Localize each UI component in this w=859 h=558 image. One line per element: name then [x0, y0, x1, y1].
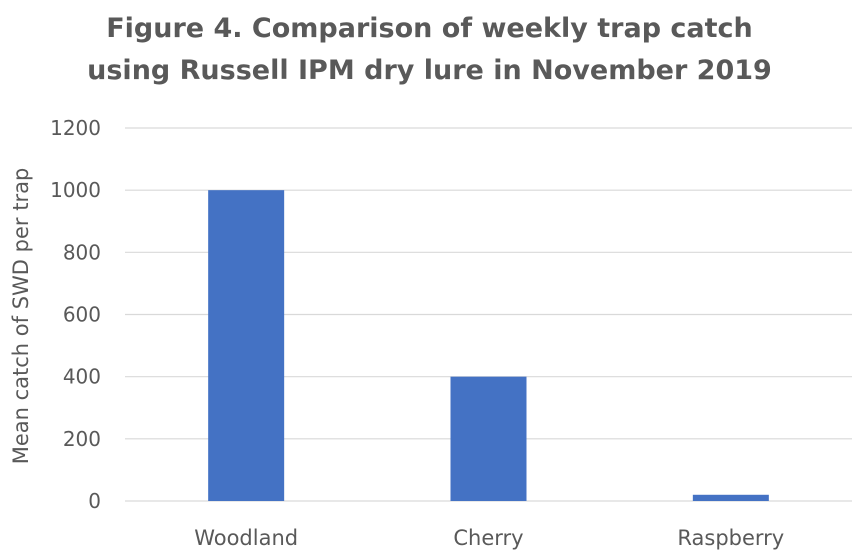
y-tick-label: 800 [63, 240, 101, 264]
bar-raspberry [692, 494, 769, 501]
chart-title: Figure 4. Comparison of weekly trap catc… [0, 8, 859, 92]
x-tick-label-raspberry: Raspberry [677, 526, 784, 550]
x-tick-label-woodland: Woodland [194, 526, 298, 550]
bars [208, 190, 769, 501]
chart-title-line-1: Figure 4. Comparison of weekly trap catc… [106, 13, 753, 44]
y-tick-labels: 0 200 400 600 800 1000 1200 [50, 116, 101, 513]
y-axis-label: Mean catch of SWD per trap [9, 168, 33, 465]
y-tick-label: 400 [63, 365, 101, 389]
y-tick-label: 1000 [50, 178, 101, 202]
y-tick-label: 200 [63, 427, 101, 451]
x-tick-labels: Woodland Cherry Raspberry [194, 526, 784, 550]
chart-title-line-2: using Russell IPM dry lure in November 2… [87, 55, 772, 86]
y-tick-label: 600 [63, 303, 101, 327]
y-tick-label: 1200 [50, 116, 101, 140]
y-tick-label: 0 [88, 489, 101, 513]
bar-woodland [208, 190, 285, 501]
bar-cherry [450, 376, 527, 501]
x-tick-label-cherry: Cherry [453, 526, 523, 550]
